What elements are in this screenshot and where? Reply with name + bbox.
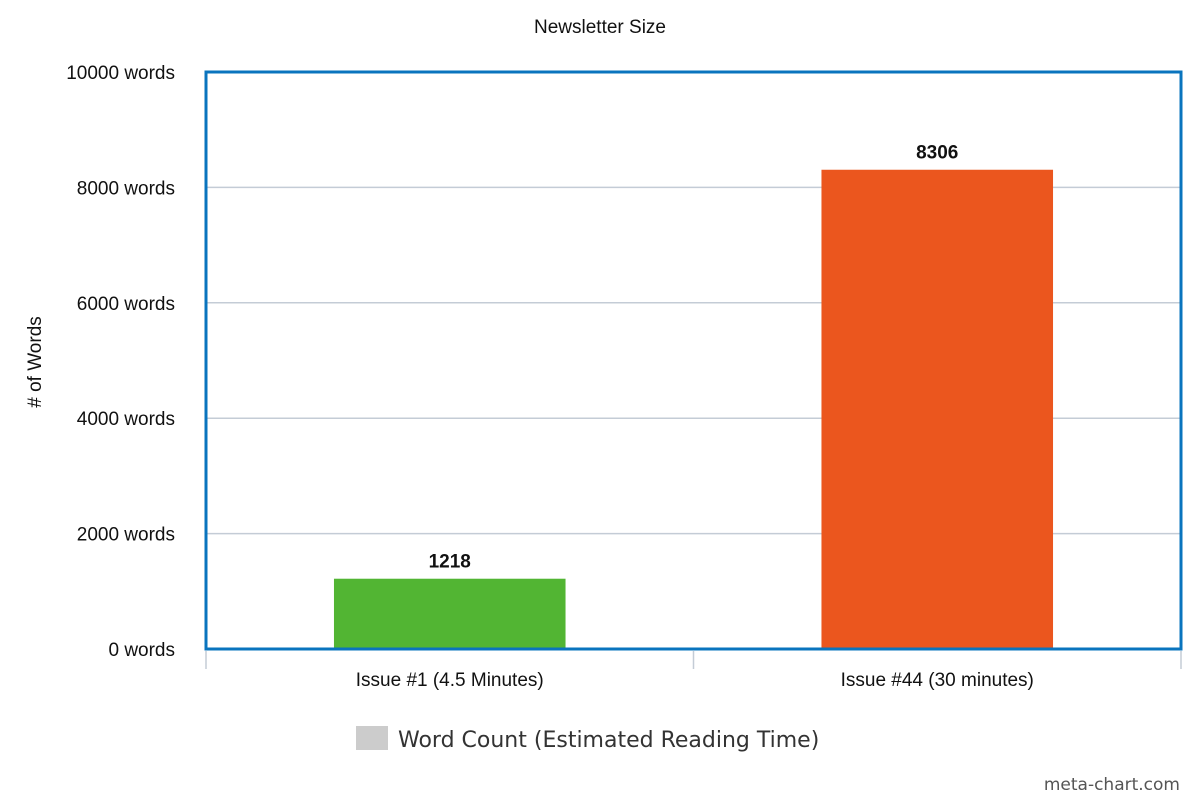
data-label: 8306	[916, 143, 958, 164]
y-axis-ticks: 0 words 2000 words 4000 words 6000 words 800…	[66, 63, 175, 661]
credit-text: meta-chart.com	[1044, 775, 1180, 795]
y-tick-label: 8000 words	[77, 178, 175, 199]
y-tick-label: 10000 words	[66, 63, 175, 84]
bars	[333, 169, 1054, 649]
plot-area-border	[204, 70, 1183, 651]
y-axis-label: # of Words	[25, 316, 46, 408]
x-axis-ticks: Issue #1 (4.5 Minutes) Issue #44 (30 minu…	[205, 651, 1182, 691]
x-tick-label: Issue #1 (4.5 Minutes)	[356, 670, 544, 691]
legend-swatch	[356, 726, 388, 750]
y-tick-label: 6000 words	[77, 294, 175, 315]
y-tick-label: 2000 words	[77, 525, 175, 546]
y-tick-label: 0 words	[108, 640, 175, 661]
y-tick-label: 4000 words	[77, 409, 175, 430]
legend: Word Count (Estimated Reading Time)	[356, 726, 819, 753]
bar	[333, 578, 566, 649]
legend-label: Word Count (Estimated Reading Time)	[398, 728, 819, 753]
data-labels: 1218 8306	[429, 143, 959, 573]
x-tick-label: Issue #44 (30 minutes)	[841, 670, 1034, 691]
chart-title: Newsletter Size	[534, 17, 666, 38]
data-label: 1218	[429, 552, 471, 573]
bar	[821, 169, 1054, 649]
